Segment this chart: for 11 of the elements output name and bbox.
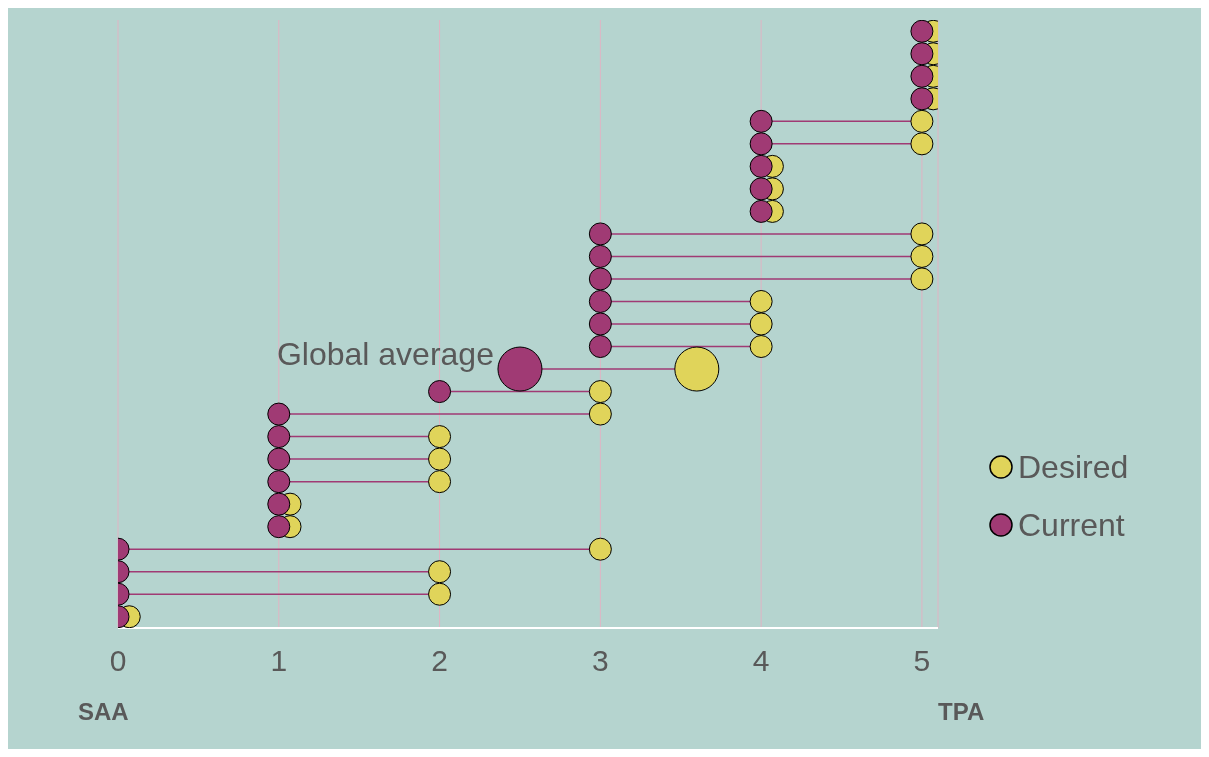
- x-tick-label: 2: [431, 644, 448, 678]
- legend-label: Current: [1018, 506, 1125, 544]
- text: SAA: [78, 698, 129, 726]
- x-tick-label: 1: [270, 644, 288, 678]
- x-tick-label: 3: [592, 644, 609, 678]
- x-tick-label: 0: [109, 644, 127, 678]
- x-tick-label: 5: [913, 644, 931, 678]
- annotation: Global average: [276, 336, 494, 373]
- x-tick-label: 4: [752, 644, 770, 678]
- legend-label: Desired: [1018, 448, 1129, 486]
- text: TPA: [938, 698, 985, 726]
